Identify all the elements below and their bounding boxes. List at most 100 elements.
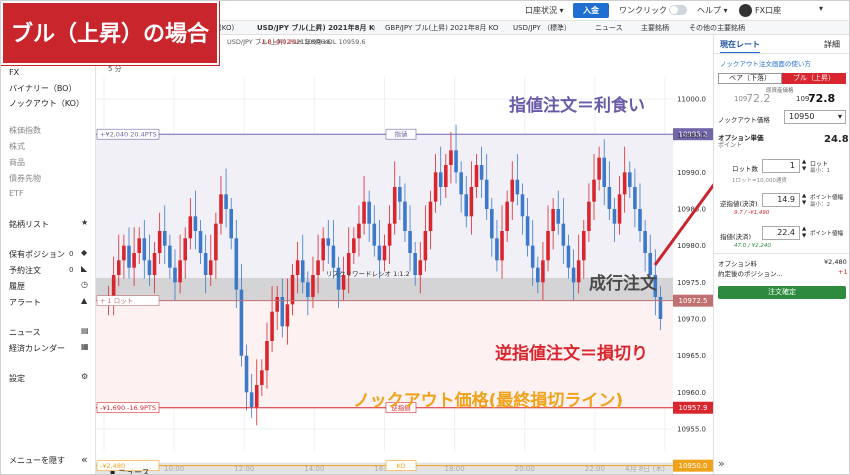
price-tick-label: 11000.0 (677, 96, 706, 104)
candle-body (193, 216, 198, 231)
sidebar-item-binary[interactable]: バイナリー（BO） (9, 84, 77, 93)
lot-min: 最小：1 (810, 168, 830, 174)
stop-limit-input[interactable]: 14.9 (762, 193, 800, 207)
tab-other-major[interactable]: その他の主要銘柄 (689, 24, 745, 32)
bull-price-prefix: 109 (796, 95, 810, 103)
chevron-down-icon[interactable]: ▾ (819, 4, 824, 13)
star-icon[interactable]: ★ (81, 218, 89, 227)
sidebar-item-commodities[interactable]: 商品 (9, 158, 25, 167)
entry-band (96, 277, 673, 301)
one-click-label: ワンクリック (619, 6, 667, 15)
annotation-knockout-price: ノックアウト価格(最終損切ライン) (353, 391, 624, 411)
stepper-down-icon[interactable]: ▼ (802, 233, 807, 239)
sidebar-item-etf[interactable]: ETF (9, 189, 24, 198)
after-position-label: 約定後のポジション... (718, 270, 783, 278)
sidebar-item-watchlist[interactable]: 銘柄リスト (9, 220, 49, 229)
sidebar-item-hide-menu[interactable]: メニューを隠す (9, 456, 65, 465)
entry-price-box (673, 294, 713, 307)
stepper-up-icon[interactable]: ▲ (802, 226, 807, 232)
sidebar-item-positions[interactable]: 保有ポジション (9, 250, 65, 259)
price-tick-label: 10975.0 (677, 279, 706, 287)
tab-ko[interactable]: (KO) (219, 24, 235, 32)
price-tick-label: 10960.0 (677, 389, 706, 397)
loss-zone (96, 300, 673, 408)
candle-body (357, 223, 361, 239)
sidebar-item-index[interactable]: 株価指数 (9, 126, 41, 135)
sidebar-item-bond-futures[interactable]: 債券先物 (9, 174, 41, 183)
candle-body (198, 231, 203, 253)
risk-reward-ratio: リスクリワードレシオ 1:1.2 (326, 270, 410, 278)
tab-news[interactable]: ニュース (595, 24, 623, 32)
candle-body (469, 187, 474, 217)
entry-label-box (96, 295, 160, 306)
candle-body (352, 238, 356, 253)
title-badge: ブル（上昇）の場合 (1, 1, 219, 65)
candle-body (648, 253, 653, 275)
sidebar-item-calendar[interactable]: 経済カレンダー (9, 344, 65, 353)
account-status-menu[interactable]: 口座状況 ▾ (525, 6, 564, 15)
candle-body (157, 231, 162, 253)
ko-price-label: ノックアウト価格 (718, 116, 770, 124)
sidebar-item-alerts[interactable]: アラート (9, 298, 41, 307)
take-profit-input[interactable]: 22.4 (762, 226, 800, 240)
ko-tag: KO (396, 462, 405, 470)
candle-body (551, 209, 555, 231)
sidebar-item-stocks[interactable]: 株式 (9, 142, 25, 151)
underlying-price-label: 原資産価格 (766, 88, 794, 94)
sidebar-item-settings[interactable]: 設定 (9, 374, 25, 383)
user-avatar-icon[interactable] (739, 4, 752, 17)
tab-usdjpy-standard[interactable]: USD/JPY （標準） (513, 24, 571, 32)
account-name[interactable]: FX口座 (755, 6, 782, 15)
stop-label-box (96, 402, 160, 414)
tab-usdjpy-bull[interactable]: USD/JPY ブル(上昇) 2021年8月 KO (257, 24, 375, 32)
candle-body (122, 245, 126, 261)
annotation-market-order: 成行注文 (589, 274, 657, 294)
collapse-icon[interactable]: « (81, 453, 88, 466)
bear-button[interactable]: ベア（下落） (718, 73, 782, 84)
stepper-up-icon[interactable]: ▲ (802, 193, 807, 199)
bull-button[interactable]: ブル（上昇） (782, 73, 846, 84)
expand-icon[interactable]: » (718, 457, 725, 470)
candle-body (510, 179, 515, 202)
sidebar-item-orders[interactable]: 予約注文 (9, 266, 41, 275)
candle-body (229, 209, 233, 239)
stop-limit-unit: ポイント値幅 (810, 195, 844, 201)
stepper-down-icon[interactable]: ▼ (802, 166, 807, 172)
tab-detail[interactable]: 詳細 (824, 40, 840, 49)
help-menu[interactable]: ヘルプ ▾ (697, 6, 728, 15)
candle-body (336, 267, 341, 290)
tab-current-rate[interactable]: 現在レート (720, 39, 760, 54)
stepper-down-icon[interactable]: ▼ (802, 200, 807, 206)
sidebar-item-news[interactable]: ニュース (9, 328, 41, 337)
candle-body (392, 187, 397, 224)
candle-body (413, 253, 417, 275)
bear-price-prefix: 109 (734, 95, 748, 103)
ko-price-select[interactable]: 10950 ▾ (784, 110, 846, 124)
candle-body (147, 260, 152, 275)
timeframe-label[interactable]: 5 分 (108, 64, 122, 73)
candle-body (500, 231, 504, 261)
candle-body (525, 216, 530, 246)
candle-body (418, 260, 423, 275)
candle-body (438, 172, 443, 187)
lot-input[interactable]: 1 (762, 159, 800, 173)
candle-body (484, 179, 489, 209)
one-click-toggle[interactable] (669, 5, 687, 15)
chevron-down-icon: ▾ (837, 112, 842, 121)
price-chart[interactable]: 4月 7日 (水)10:0012:0014:0016:0018:0020:002… (96, 59, 713, 475)
deposit-button[interactable]: 入金 (573, 3, 609, 18)
clock-icon: ◷ (81, 280, 88, 289)
sidebar-item-history[interactable]: 履歴 (9, 282, 25, 291)
ko-label-box (96, 460, 160, 471)
tab-major[interactable]: 主要銘柄 (641, 24, 669, 32)
confirm-order-button[interactable]: 注文確定 (718, 286, 846, 299)
option-unit-label: オプション単価 (718, 134, 764, 142)
sidebar-item-fx[interactable]: FX (9, 68, 20, 77)
tab-gbpjpy-bull[interactable]: GBP/JPY ブル(上昇) 2021年8月 KO (385, 24, 499, 32)
stepper-up-icon[interactable]: ▲ (802, 159, 807, 165)
candle-body (428, 201, 433, 231)
sidebar-item-knockout[interactable]: ノックアウト（KO） (9, 99, 84, 108)
help-link[interactable]: ノックアウト注文画面の使い方 (720, 60, 811, 68)
candle-body (607, 187, 612, 209)
candle-body (249, 392, 254, 407)
